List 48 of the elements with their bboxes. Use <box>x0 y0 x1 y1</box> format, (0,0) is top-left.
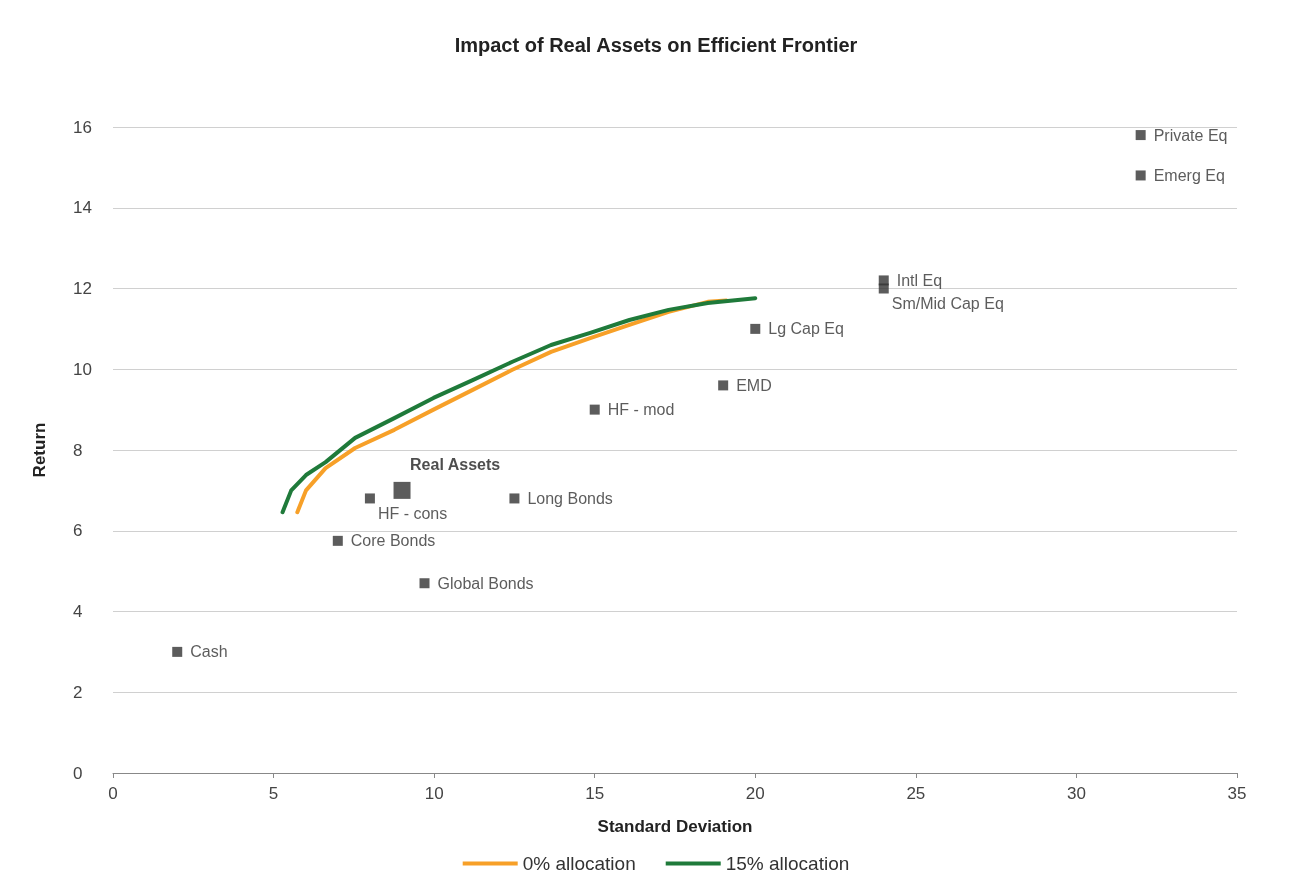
y-tick-label: 14 <box>73 198 92 218</box>
annotation: Lg Cap Eq <box>768 320 844 338</box>
point <box>589 404 600 415</box>
y-tick-label: 16 <box>73 117 92 137</box>
point <box>1135 130 1146 141</box>
point <box>509 493 520 504</box>
annotation: Private Eq <box>1153 126 1228 144</box>
annotation: Core Bonds <box>350 532 436 550</box>
annotation: Intl Eq <box>896 271 943 289</box>
x-tick-label: 10 <box>424 784 444 803</box>
annotation: Global Bonds <box>437 574 534 592</box>
y-tick-label: 12 <box>73 279 92 298</box>
y-tick-label: 6 <box>73 521 83 541</box>
x-tick-label: 20 <box>745 784 765 803</box>
y-tick-label: 10 <box>73 359 92 379</box>
y-tick-label: 4 <box>73 602 83 621</box>
y-tick-label: 8 <box>73 440 83 460</box>
point <box>718 380 729 391</box>
x-tick-label: 30 <box>1066 784 1086 803</box>
series-label: Real Assets <box>410 456 501 474</box>
point <box>750 323 761 334</box>
point <box>172 646 183 657</box>
point <box>878 283 889 294</box>
annotation: HF - cons <box>377 504 448 522</box>
point <box>419 578 430 589</box>
x-tick-label: 15 <box>585 784 605 803</box>
legend-label: 0% allocation <box>522 853 636 874</box>
chart-title: Impact of Real Assets on Efficient Frontier <box>454 34 858 56</box>
point <box>393 481 411 499</box>
x-axis-title: Standard Deviation <box>597 817 753 836</box>
annotation: Emerg Eq <box>1153 166 1225 184</box>
y-tick-label: 2 <box>73 682 83 702</box>
annotation: Cash <box>190 643 228 661</box>
x-tick-label: 5 <box>268 784 279 803</box>
point <box>1135 170 1146 181</box>
point <box>332 535 343 546</box>
x-tick-label: 25 <box>906 784 926 803</box>
annotation: EMD <box>736 376 772 394</box>
annotation: Sm/Mid Cap Eq <box>891 295 1004 312</box>
annotation: Long Bonds <box>527 489 613 507</box>
x-tick-label: 35 <box>1227 784 1247 803</box>
annotation: HF - mod <box>607 401 675 419</box>
y-tick-label: 0 <box>73 763 83 783</box>
legend-label: 15% allocation <box>725 853 850 874</box>
point <box>878 275 889 286</box>
x-tick-label: 0 <box>108 784 118 803</box>
point <box>364 493 375 504</box>
y-axis-title: Return <box>30 422 49 478</box>
